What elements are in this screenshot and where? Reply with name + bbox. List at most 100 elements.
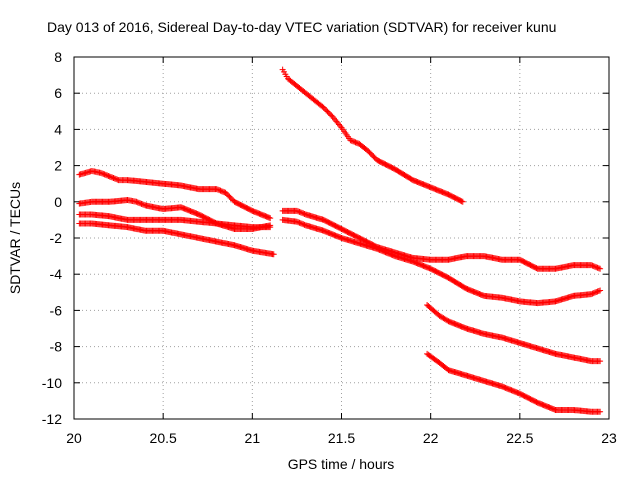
data-point-marker: [325, 109, 332, 116]
y-tick-label: 6: [54, 85, 62, 101]
data-point-marker: [222, 189, 229, 196]
series-arc-3: [76, 211, 274, 231]
data-point-marker: [320, 104, 327, 111]
data-point-marker: [347, 137, 354, 144]
data-point-marker: [351, 138, 358, 145]
data-point-marker: [106, 173, 113, 180]
data-point-marker: [324, 108, 331, 115]
data-point-marker: [133, 198, 140, 205]
x-tick-label: 20.5: [150, 430, 177, 446]
data-point-marker: [297, 220, 304, 227]
data-point-marker: [458, 198, 465, 205]
data-point-marker: [99, 170, 106, 177]
y-tick-label: 0: [54, 194, 62, 210]
y-tick-label: -8: [50, 339, 63, 355]
data-point-marker: [591, 263, 598, 270]
data-point-marker: [299, 220, 306, 227]
data-point-marker: [267, 224, 274, 231]
data-point-marker: [591, 289, 598, 296]
series-arc-6: [279, 207, 604, 272]
data-point-marker: [139, 201, 146, 208]
data-point-marker: [589, 262, 596, 269]
data-point-marker: [348, 137, 355, 144]
x-tick-label: 22.5: [506, 430, 533, 446]
data-point-marker: [107, 173, 114, 180]
y-tick-label: -10: [42, 375, 62, 391]
data-point-marker: [597, 265, 604, 272]
data-point-marker: [110, 175, 117, 182]
data-point-marker: [218, 188, 225, 195]
data-point-marker: [593, 264, 600, 271]
y-tick-label: 8: [54, 49, 62, 65]
series-arc-5: [279, 66, 466, 205]
data-point-marker: [297, 209, 304, 216]
data-point-marker: [270, 251, 277, 258]
data-point-marker: [367, 150, 374, 157]
series-arc-4: [76, 220, 277, 258]
data-point-marker: [589, 290, 596, 297]
data-layer: [76, 66, 604, 415]
data-point-marker: [300, 210, 307, 217]
data-point-marker: [113, 176, 120, 183]
data-point-marker: [295, 208, 302, 215]
data-point-marker: [594, 264, 601, 271]
data-point-marker: [299, 209, 306, 216]
data-point-marker: [366, 149, 373, 156]
chart-title: Day 013 of 2016, Sidereal Day-to-day VTE…: [47, 19, 556, 35]
x-tick-label: 22: [423, 430, 439, 446]
data-point-marker: [105, 172, 112, 179]
y-axis-label: SDTVAR / TECUs: [7, 182, 23, 294]
data-point-marker: [594, 288, 601, 295]
data-point-marker: [135, 199, 142, 206]
y-tick-label: -6: [50, 302, 63, 318]
y-tick-label: 4: [54, 121, 62, 137]
data-point-marker: [296, 208, 303, 215]
data-point-marker: [590, 263, 597, 270]
data-point-marker: [228, 196, 235, 203]
data-point-marker: [134, 199, 141, 206]
data-point-marker: [349, 138, 356, 145]
y-tick-label: -4: [50, 266, 63, 282]
data-point-marker: [104, 172, 111, 179]
data-point-marker: [296, 219, 303, 226]
series-arc-7: [279, 216, 604, 307]
grid-layer: [74, 57, 609, 419]
series-arc-1: [76, 168, 274, 222]
x-tick-label: 21.5: [328, 430, 355, 446]
data-point-marker: [225, 192, 232, 199]
data-point-marker: [293, 218, 300, 225]
data-point-marker: [293, 207, 300, 214]
data-point-marker: [588, 291, 595, 298]
data-point-marker: [111, 175, 118, 182]
series-arc-8: [424, 301, 604, 365]
data-point-marker: [353, 139, 360, 146]
data-point-marker: [223, 191, 230, 198]
data-point-marker: [216, 187, 223, 194]
data-point-marker: [213, 186, 220, 193]
y-tick-label: 2: [54, 158, 62, 174]
x-tick-label: 23: [601, 430, 617, 446]
data-point-marker: [97, 169, 104, 176]
data-point-marker: [459, 198, 466, 205]
data-point-marker: [597, 408, 604, 415]
data-point-marker: [102, 171, 109, 178]
data-point-marker: [365, 148, 372, 155]
data-point-marker: [217, 187, 224, 194]
data-point-marker: [597, 287, 604, 294]
data-point-marker: [267, 215, 274, 222]
x-tick-label: 20: [66, 430, 82, 446]
data-point-marker: [593, 289, 600, 296]
data-point-marker: [100, 170, 107, 177]
data-point-marker: [321, 105, 328, 112]
data-point-marker: [588, 262, 595, 269]
x-axis-label: GPS time / hours: [288, 456, 395, 472]
data-point-marker: [595, 265, 602, 272]
x-tick-label: 21: [245, 430, 261, 446]
data-point-marker: [227, 194, 234, 201]
data-point-marker: [300, 221, 307, 228]
y-tick-label: -12: [42, 411, 62, 427]
data-point-marker: [370, 153, 377, 160]
data-point-marker: [137, 200, 144, 207]
data-point-marker: [226, 193, 233, 200]
